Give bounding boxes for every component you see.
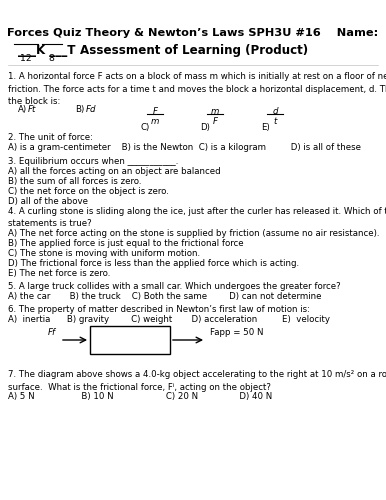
Text: F: F: [152, 107, 157, 116]
Text: ___K ___T: ___K ___T: [18, 44, 76, 57]
Text: A)  inertia      B) gravity        C) weight       D) acceleration         E)  v: A) inertia B) gravity C) weight D) accel…: [8, 315, 330, 324]
Text: C) the net force on the object is zero.: C) the net force on the object is zero.: [8, 187, 169, 196]
Text: A) the car       B) the truck    C) Both the same        D) can not determine: A) the car B) the truck C) Both the same…: [8, 292, 322, 301]
Text: F: F: [213, 117, 217, 126]
Text: Assessment of Learning (Product): Assessment of Learning (Product): [80, 44, 308, 57]
Text: A) is a gram-centimeter    B) is the Newton  C) is a kilogram         D) is all : A) is a gram-centimeter B) is the Newton…: [8, 143, 361, 152]
Text: D): D): [200, 123, 210, 132]
Bar: [90, 326, 170, 354]
Text: d: d: [272, 107, 278, 116]
Text: A): A): [18, 105, 27, 114]
Text: E): E): [261, 123, 270, 132]
Text: C) The stone is moving with uniform motion.: C) The stone is moving with uniform moti…: [8, 249, 200, 258]
Text: 5. A large truck collides with a small car. Which undergoes the greater force?: 5. A large truck collides with a small c…: [8, 282, 340, 291]
Text: Fapp = 50 N: Fapp = 50 N: [210, 328, 264, 337]
Text: C): C): [141, 123, 150, 132]
Text: 2. The unit of force:: 2. The unit of force:: [8, 133, 93, 142]
Text: E) The net force is zero.: E) The net force is zero.: [8, 269, 110, 278]
Text: Ff: Ff: [48, 328, 56, 337]
Text: m: m: [211, 107, 219, 116]
Text: m: m: [151, 117, 159, 126]
Text: A) all the forces acting on an object are balanced: A) all the forces acting on an object ar…: [8, 167, 221, 176]
Text: 3. Equilibrium occurs when ___________.: 3. Equilibrium occurs when ___________.: [8, 157, 178, 166]
Text: B): B): [75, 105, 84, 114]
Text: D) all of the above: D) all of the above: [8, 197, 88, 206]
Text: t: t: [273, 117, 277, 126]
Text: 12: 12: [20, 54, 32, 63]
Text: Fd: Fd: [86, 105, 96, 114]
Text: 7. The diagram above shows a 4.0-kg object accelerating to the right at 10 m/s² : 7. The diagram above shows a 4.0-kg obje…: [8, 370, 386, 392]
Text: D) The frictional force is less than the applied force which is acting.: D) The frictional force is less than the…: [8, 259, 299, 268]
Text: A) The net force acting on the stone is supplied by friction (assume no air resi: A) The net force acting on the stone is …: [8, 229, 379, 238]
Text: B) The applied force is just equal to the frictional force: B) The applied force is just equal to th…: [8, 239, 244, 248]
Text: Ft: Ft: [28, 105, 36, 114]
Text: 8: 8: [48, 54, 54, 63]
Text: Forces Quiz Theory & Newton’s Laws SPH3U #16    Name:: Forces Quiz Theory & Newton’s Laws SPH3U…: [7, 28, 379, 38]
Text: B) the sum of all forces is zero.: B) the sum of all forces is zero.: [8, 177, 142, 186]
Text: 1. A horizontal force F acts on a block of mass m which is initially at rest on : 1. A horizontal force F acts on a block …: [8, 72, 386, 106]
Text: A) 5 N                 B) 10 N                   C) 20 N               D) 40 N: A) 5 N B) 10 N C) 20 N D) 40 N: [8, 392, 272, 401]
Text: 4. A curling stone is sliding along the ice, just after the curler has released : 4. A curling stone is sliding along the …: [8, 207, 386, 229]
Text: 6. The property of matter described in Newton’s first law of motion is:: 6. The property of matter described in N…: [8, 305, 310, 314]
